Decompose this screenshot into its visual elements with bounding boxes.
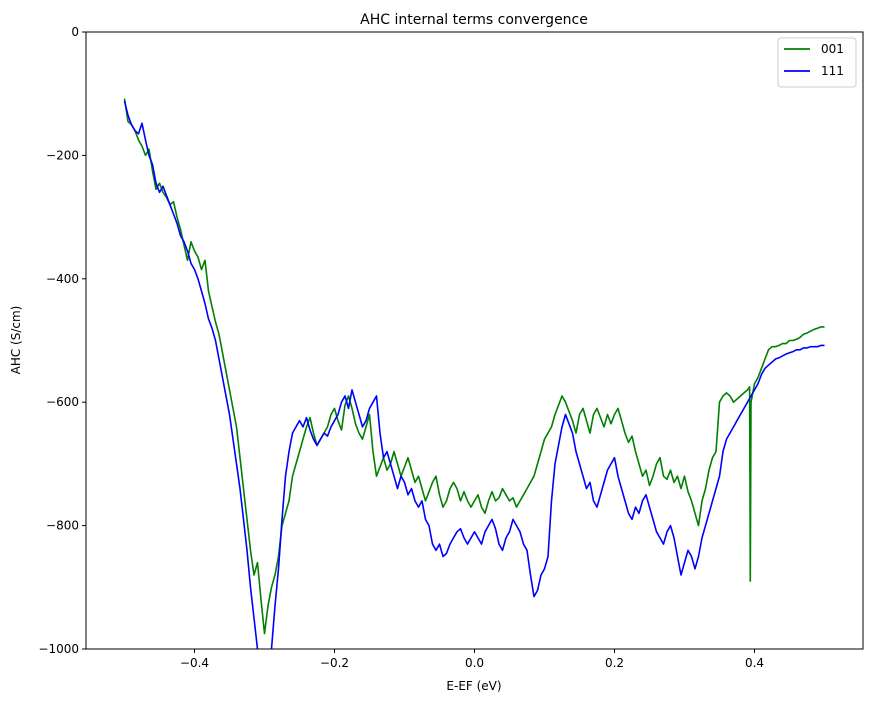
x-axis-label: E-EF (eV) — [446, 679, 501, 693]
y-tick-label: −1000 — [38, 642, 79, 656]
series-layer — [123, 98, 825, 649]
x-tick-label: −0.4 — [180, 656, 209, 670]
x-tick-label: 0.4 — [745, 656, 764, 670]
x-tick-label: 0.0 — [465, 656, 484, 670]
x-tick-label: −0.2 — [320, 656, 349, 670]
plot-frame — [85, 31, 864, 650]
series-line-111 — [123, 100, 825, 649]
legend-box — [777, 37, 857, 88]
x-tick-label: 0.2 — [605, 656, 624, 670]
chart-title: AHC internal terms convergence — [360, 12, 588, 28]
y-tick-label: −200 — [46, 148, 79, 162]
y-tick-label: −600 — [46, 395, 79, 409]
y-axis-label: AHC (S/cm) — [9, 306, 23, 375]
x-axis: −0.4 −0.2 0.0 0.2 0.4 — [180, 649, 764, 670]
legend-label-111: 111 — [821, 64, 844, 78]
y-axis: 0 −200 −400 −600 −800 −1000 — [38, 25, 86, 656]
y-tick-label: 0 — [71, 25, 79, 39]
legend: 001 111 — [777, 37, 857, 88]
y-tick-label: −400 — [46, 272, 79, 286]
y-tick-label: −800 — [46, 519, 79, 533]
legend-label-001: 001 — [821, 42, 844, 56]
series-line-001 — [123, 98, 825, 635]
